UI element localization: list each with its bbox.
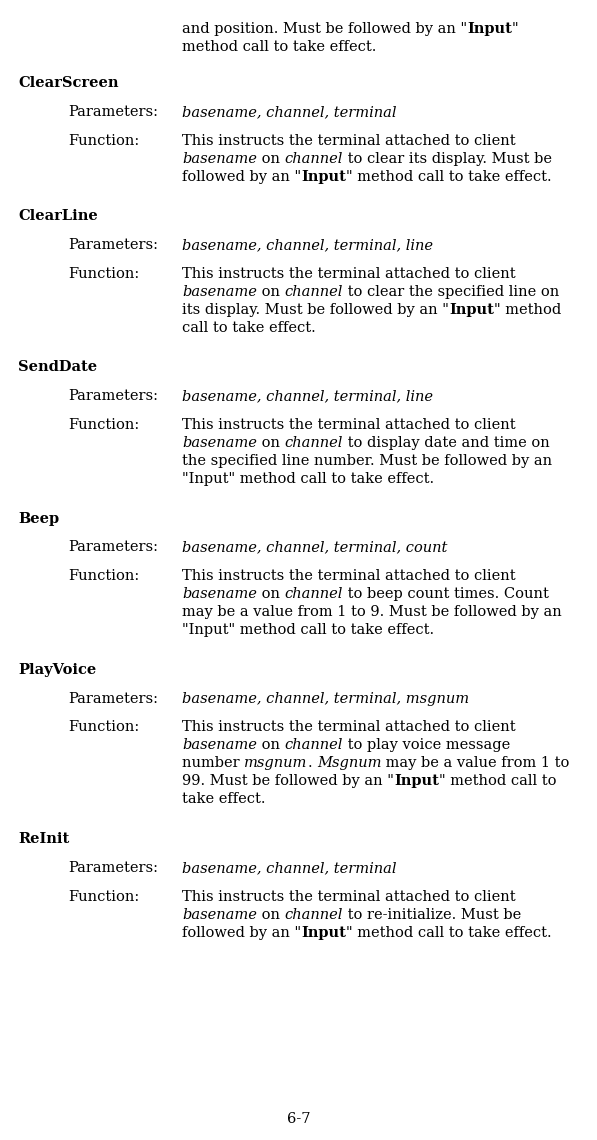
Text: channel: channel — [285, 907, 343, 921]
Text: to re-initialize. Must be: to re-initialize. Must be — [343, 907, 521, 921]
Text: Function:: Function: — [68, 418, 139, 432]
Text: Parameters:: Parameters: — [68, 540, 158, 554]
Text: Input: Input — [449, 303, 494, 317]
Text: followed by an ": followed by an " — [182, 926, 301, 939]
Text: basename, channel, terminal: basename, channel, terminal — [182, 861, 396, 874]
Text: on: on — [257, 435, 285, 450]
Text: channel: channel — [285, 587, 343, 601]
Text: basename, channel, terminal, line: basename, channel, terminal, line — [182, 238, 433, 252]
Text: basename, channel, terminal, count: basename, channel, terminal, count — [182, 540, 447, 554]
Text: to clear its display. Must be: to clear its display. Must be — [343, 152, 552, 165]
Text: channel: channel — [285, 739, 343, 752]
Text: to play voice message: to play voice message — [343, 739, 510, 752]
Text: channel: channel — [285, 435, 343, 450]
Text: Parameters:: Parameters: — [68, 861, 158, 874]
Text: This instructs the terminal attached to client: This instructs the terminal attached to … — [182, 133, 516, 147]
Text: may be a value from 1 to: may be a value from 1 to — [381, 757, 570, 771]
Text: Input: Input — [467, 22, 512, 36]
Text: followed by an ": followed by an " — [182, 170, 301, 184]
Text: on: on — [257, 587, 285, 601]
Text: ClearScreen: ClearScreen — [18, 76, 118, 90]
Text: Msgnum: Msgnum — [317, 757, 381, 771]
Text: Function:: Function: — [68, 720, 139, 734]
Text: may be a value from 1 to 9. Must be followed by an: may be a value from 1 to 9. Must be foll… — [182, 605, 562, 619]
Text: on: on — [257, 739, 285, 752]
Text: Function:: Function: — [68, 267, 139, 280]
Text: "Input" method call to take effect.: "Input" method call to take effect. — [182, 472, 434, 486]
Text: call to take effect.: call to take effect. — [182, 320, 316, 335]
Text: basename, channel, terminal, msgnum: basename, channel, terminal, msgnum — [182, 692, 469, 706]
Text: This instructs the terminal attached to client: This instructs the terminal attached to … — [182, 569, 516, 584]
Text: basename: basename — [182, 152, 257, 165]
Text: SendDate: SendDate — [18, 360, 97, 374]
Text: This instructs the terminal attached to client: This instructs the terminal attached to … — [182, 889, 516, 904]
Text: Input: Input — [301, 170, 346, 184]
Text: method call to take effect.: method call to take effect. — [182, 40, 376, 54]
Text: This instructs the terminal attached to client: This instructs the terminal attached to … — [182, 720, 516, 734]
Text: Parameters:: Parameters: — [68, 692, 158, 706]
Text: ReInit: ReInit — [18, 832, 69, 846]
Text: ": " — [512, 22, 519, 36]
Text: This instructs the terminal attached to client: This instructs the terminal attached to … — [182, 267, 516, 280]
Text: "Input" method call to take effect.: "Input" method call to take effect. — [182, 624, 434, 637]
Text: basename, channel, terminal, line: basename, channel, terminal, line — [182, 389, 433, 404]
Text: to display date and time on: to display date and time on — [343, 435, 550, 450]
Text: its display. Must be followed by an ": its display. Must be followed by an " — [182, 303, 449, 317]
Text: to clear the specified line on: to clear the specified line on — [343, 285, 559, 299]
Text: basename: basename — [182, 907, 257, 921]
Text: Input: Input — [394, 774, 439, 789]
Text: on: on — [257, 152, 285, 165]
Text: on: on — [257, 285, 285, 299]
Text: " method call to take effect.: " method call to take effect. — [346, 926, 552, 939]
Text: and position. Must be followed by an ": and position. Must be followed by an " — [182, 22, 467, 36]
Text: basename: basename — [182, 739, 257, 752]
Text: on: on — [257, 907, 285, 921]
Text: 99. Must be followed by an ": 99. Must be followed by an " — [182, 774, 394, 789]
Text: Function:: Function: — [68, 133, 139, 147]
Text: " method call to take effect.: " method call to take effect. — [346, 170, 552, 184]
Text: Input: Input — [301, 926, 346, 939]
Text: 6-7: 6-7 — [287, 1112, 310, 1126]
Text: number: number — [182, 757, 244, 771]
Text: basename, channel, terminal: basename, channel, terminal — [182, 105, 396, 119]
Text: Function:: Function: — [68, 569, 139, 584]
Text: the specified line number. Must be followed by an: the specified line number. Must be follo… — [182, 454, 552, 469]
Text: Parameters:: Parameters: — [68, 105, 158, 119]
Text: ClearLine: ClearLine — [18, 210, 98, 223]
Text: basename: basename — [182, 285, 257, 299]
Text: Parameters:: Parameters: — [68, 238, 158, 252]
Text: channel: channel — [285, 285, 343, 299]
Text: " method: " method — [494, 303, 561, 317]
Text: basename: basename — [182, 587, 257, 601]
Text: take effect.: take effect. — [182, 792, 266, 806]
Text: Beep: Beep — [18, 512, 59, 526]
Text: PlayVoice: PlayVoice — [18, 662, 96, 677]
Text: msgnum: msgnum — [244, 757, 307, 771]
Text: channel: channel — [285, 152, 343, 165]
Text: Parameters:: Parameters: — [68, 389, 158, 404]
Text: This instructs the terminal attached to client: This instructs the terminal attached to … — [182, 418, 516, 432]
Text: to beep count times. Count: to beep count times. Count — [343, 587, 549, 601]
Text: Function:: Function: — [68, 889, 139, 904]
Text: .: . — [307, 757, 317, 771]
Text: basename: basename — [182, 435, 257, 450]
Text: " method call to: " method call to — [439, 774, 556, 789]
